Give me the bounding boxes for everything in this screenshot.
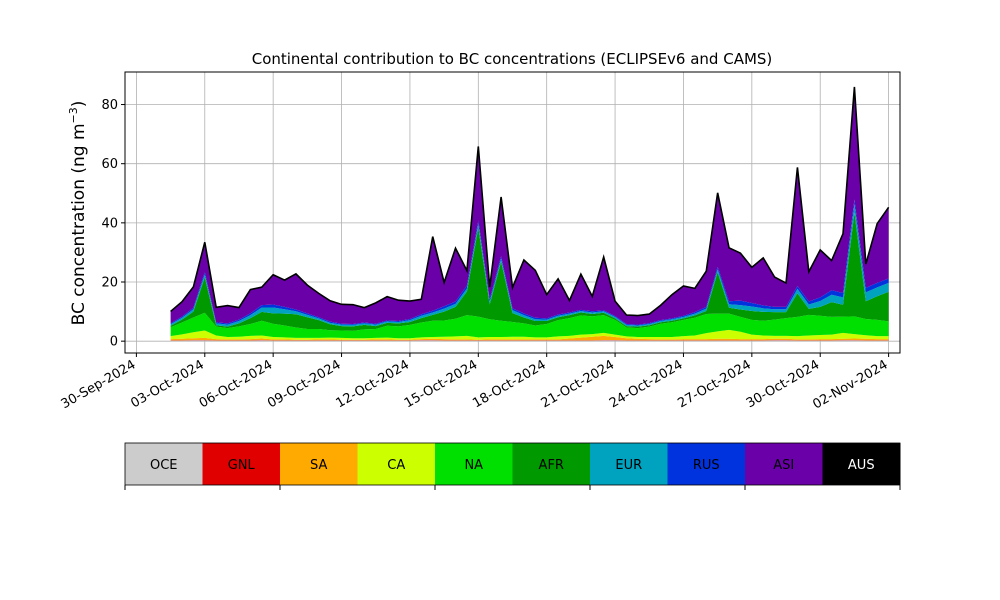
y-axis-label-superscript: −3 — [67, 107, 80, 123]
plot-frame — [124, 71, 901, 354]
legend-label-oce: OCE — [150, 458, 178, 473]
y-axis-label: BC concentration (ng m−3) — [67, 101, 89, 326]
area-ca — [170, 329, 889, 340]
stacked-areas — [170, 86, 889, 342]
y-axis-label-close: ) — [69, 101, 89, 108]
x-tick-label: 24-Oct-2024 — [607, 357, 685, 411]
total-line — [170, 86, 890, 317]
y-tick-label: 60 — [101, 157, 118, 172]
area-sa — [170, 335, 889, 341]
y-tick-label: 0 — [110, 335, 118, 350]
legend-label-asi: ASI — [773, 458, 794, 473]
legend-label-na: NA — [464, 458, 483, 473]
x-tick-label: 09-Oct-2024 — [265, 357, 343, 411]
x-tick-label: 15-Oct-2024 — [402, 357, 480, 411]
x-tick-label: 18-Oct-2024 — [470, 357, 548, 411]
x-tick-label: 21-Oct-2024 — [539, 357, 617, 411]
legend-swatch-oce — [125, 443, 203, 485]
x-tick-label: 06-Oct-2024 — [197, 357, 275, 411]
chart-title: Continental contribution to BC concentra… — [252, 50, 773, 68]
y-axis-ticks: 0 20 40 60 80 — [101, 98, 125, 350]
legend-swatch-asi — [745, 443, 823, 485]
x-tick-label: 30-Oct-2024 — [744, 357, 822, 411]
legend-swatch-afr — [512, 443, 591, 485]
y-tick-label: 20 — [101, 276, 118, 291]
legend-label-rus: RUS — [693, 458, 720, 473]
legend-label-sa: SA — [310, 458, 327, 473]
x-axis-ticks: 30-Sep-202403-Oct-202406-Oct-202409-Oct-… — [59, 353, 891, 412]
area-oce — [170, 340, 889, 342]
y-tick-label: 80 — [101, 98, 118, 113]
legend-swatch-rus — [667, 443, 746, 485]
x-tick-label: 02-Nov-2024 — [810, 357, 890, 412]
legend-colorbar: OCE GNL SA CA NA AFR EUR RUS ASI AUS — [124, 442, 901, 490]
legend-swatch-sa — [280, 443, 358, 485]
legend-frame — [124, 442, 901, 486]
x-tick-label: 12-Oct-2024 — [334, 357, 412, 411]
y-axis-label-main: BC concentration (ng m — [69, 123, 89, 325]
legend-label-afr: AFR — [539, 458, 564, 473]
legend-label-ca: CA — [387, 458, 405, 473]
area-na — [170, 312, 889, 339]
legend-label-eur: EUR — [615, 458, 642, 473]
area-asi — [170, 87, 889, 325]
legend-swatch-na — [435, 443, 513, 485]
legend-label-gnl: GNL — [228, 458, 256, 473]
legend-swatch-ca — [357, 443, 436, 485]
x-tick-label: 30-Sep-2024 — [59, 357, 139, 412]
legend-label-aus: AUS — [848, 458, 875, 473]
y-tick-label: 40 — [101, 216, 118, 231]
x-tick-label: 27-Oct-2024 — [675, 357, 753, 411]
x-tick-label: 03-Oct-2024 — [128, 357, 206, 411]
legend-swatch-eur — [590, 443, 668, 485]
legend-swatch-gnl — [202, 443, 281, 485]
legend-swatch-aus — [822, 443, 901, 485]
total-concentration-line — [170, 86, 890, 317]
